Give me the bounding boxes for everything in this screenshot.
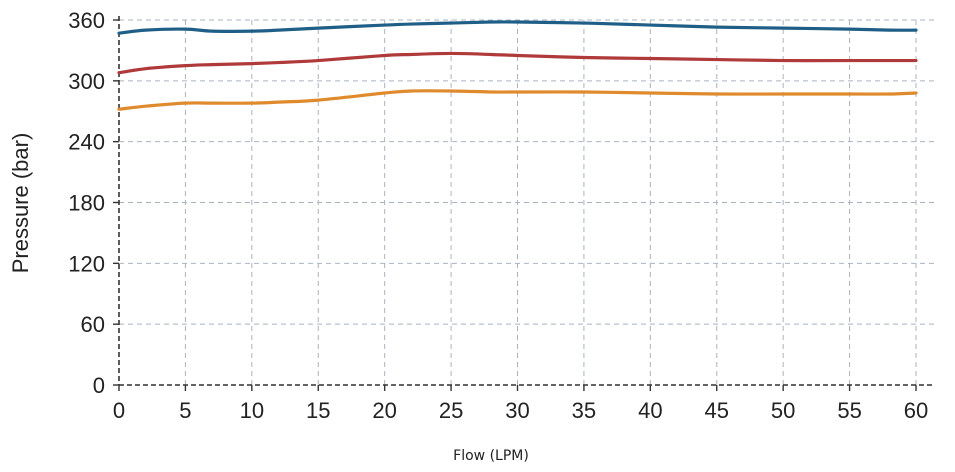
x-tick-label: 30 [505,398,529,423]
x-tick-label: 60 [904,398,928,423]
grid [119,19,934,385]
series-lines [117,20,918,111]
y-tick-label: 120 [68,251,105,276]
x-tick-label: 45 [705,398,729,423]
x-tick-label: 40 [638,398,662,423]
x-tick-label: 35 [572,398,596,423]
x-tick-label: 55 [837,398,861,423]
y-tick-label: 60 [81,312,105,337]
x-axis-title: Flow (LPM) [453,448,529,464]
y-tick-label: 240 [68,130,105,155]
y-tick-label: 300 [68,69,105,94]
axes [113,16,934,391]
y-tick-label: 360 [68,8,105,33]
series-line-1 [117,20,918,35]
x-tick-label: 0 [113,398,125,423]
y-tick-label: 0 [93,373,105,398]
tick-labels: 0 5 10 15 20 25 30 35 40 45 50 55 60 0 60 120 180 240 300 3… [68,8,928,423]
x-tick-label: 50 [771,398,795,423]
series-line-3 [117,89,918,111]
series-line-2 [117,51,918,75]
y-tick-label: 180 [68,191,105,216]
x-tick-label: 15 [306,398,330,423]
x-tick-label: 20 [372,398,396,423]
x-tick-label: 5 [179,398,191,423]
x-tick-label: 10 [240,398,264,423]
y-axis-title: Pressure (bar) [8,133,33,274]
x-tick-label: 25 [439,398,463,423]
